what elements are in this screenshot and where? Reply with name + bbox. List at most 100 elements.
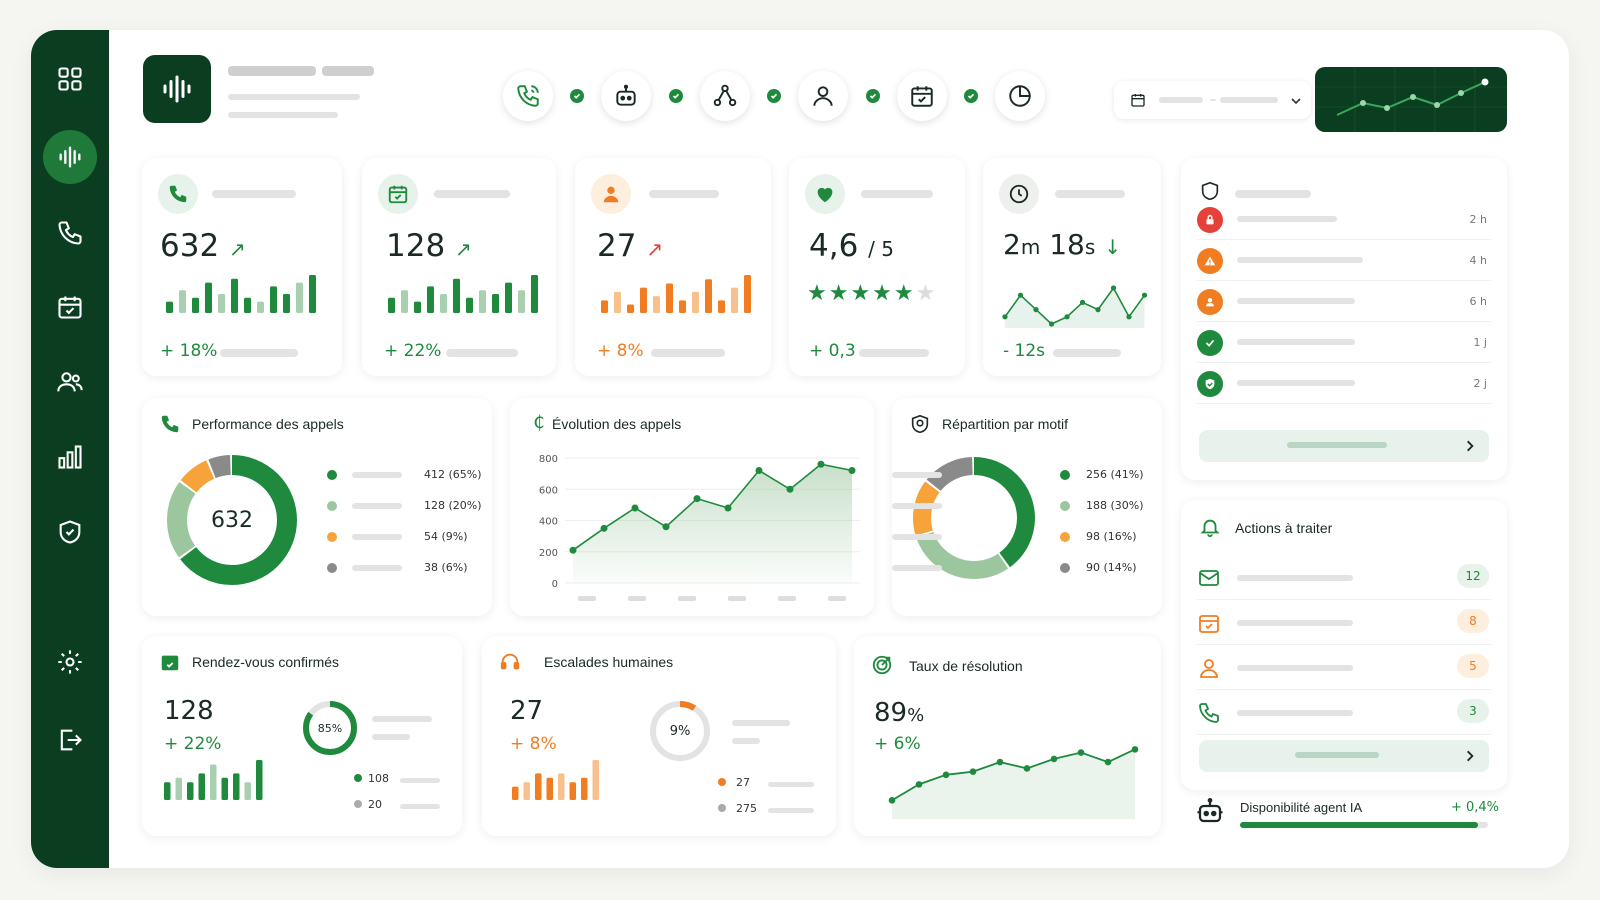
legend-placeholder	[892, 534, 942, 540]
kpi-bar-sparkline	[166, 275, 316, 313]
step-booking[interactable]	[897, 71, 947, 121]
alert-row[interactable]: 4 h	[1197, 241, 1491, 281]
subtitle-placeholder	[228, 112, 338, 118]
title-placeholder	[228, 66, 316, 76]
kpi-bar	[257, 301, 264, 313]
appointments-bars	[164, 760, 263, 800]
kpi-line-point	[1110, 285, 1117, 291]
legend-value: 256 (41%)	[1086, 468, 1144, 481]
step-bot[interactable]	[601, 71, 651, 121]
legend-row: 108	[354, 772, 389, 785]
x-tick-placeholder	[828, 596, 846, 601]
escalations-ring	[650, 701, 710, 761]
action-text-placeholder	[1237, 620, 1353, 626]
action-row[interactable]: 3	[1197, 691, 1491, 735]
legend-value: 188 (30%)	[1086, 499, 1144, 512]
action-row[interactable]: 12	[1197, 556, 1491, 600]
legend-placeholder	[352, 503, 402, 509]
kpi-bar	[505, 282, 512, 313]
series-line	[891, 748, 1136, 802]
mini-bar	[581, 777, 588, 800]
y-tick-label: 400	[539, 517, 558, 528]
mini-bar	[558, 773, 565, 800]
user-icon	[1197, 289, 1223, 315]
data-point	[1077, 749, 1085, 756]
kpi-bar	[731, 287, 738, 313]
data-point	[1131, 746, 1139, 753]
kpi-value: 27 ↗	[597, 228, 664, 264]
kpi-bar	[309, 275, 316, 313]
sidebar-item-voice[interactable]	[43, 130, 97, 184]
card-title: Actions à traiter	[1235, 520, 1333, 536]
legend-value: 54 (9%)	[424, 530, 468, 543]
legend-value: 90 (14%)	[1086, 561, 1137, 574]
kpi-bar	[283, 294, 290, 313]
phone-icon	[58, 221, 82, 245]
call-performance-card: Performance des appels 632 412 (65%) 128 …	[142, 398, 492, 616]
kpi-line-area	[1005, 288, 1145, 328]
kpi-bar-sparkline	[388, 275, 538, 313]
reason-breakdown-card: Répartition par motif 256 (41%) 188 (30%)…	[892, 398, 1162, 616]
action-text-placeholder	[1237, 575, 1353, 581]
alert-text-placeholder	[1237, 216, 1337, 222]
kpi-card-duration[interactable]: 2m 18s ↓ - 12s	[983, 158, 1161, 376]
sidebar-item-security[interactable]	[43, 505, 97, 559]
date-range-select[interactable]	[1114, 81, 1311, 119]
sidebar-item-calls[interactable]	[43, 206, 97, 260]
appointments-ring	[303, 701, 357, 755]
action-row[interactable]: 8	[1197, 601, 1491, 645]
kpi-card-calls[interactable]: 632 ↗ + 18%	[142, 158, 342, 376]
view-all-alerts-button[interactable]	[1199, 430, 1489, 462]
alert-row[interactable]: 1 j	[1197, 323, 1491, 363]
action-row[interactable]: 5	[1197, 646, 1491, 690]
sidebar-item-stats[interactable]	[43, 430, 97, 484]
sidebar-item-dashboard[interactable]	[43, 52, 97, 106]
view-all-actions-button[interactable]	[1199, 740, 1489, 772]
kpi-bar	[440, 294, 447, 313]
kpi-line-sparkline	[1002, 285, 1148, 328]
action-count-badge: 12	[1457, 564, 1489, 588]
user-icon	[1200, 659, 1218, 678]
settings-icon	[58, 650, 82, 674]
escalations-value: 27	[510, 696, 544, 726]
calendar-icon	[1199, 615, 1219, 633]
clock-icon	[1009, 85, 1031, 107]
kpi-bar	[218, 294, 225, 313]
alert-time: 2 j	[1473, 377, 1487, 390]
legend-row: 275	[718, 802, 757, 815]
donut-slice	[913, 457, 1035, 579]
kpi-card-satisfaction[interactable]: 4,6 / 5 ★★★★★★ + 0,3	[789, 158, 965, 376]
data-point	[848, 467, 856, 474]
kpi-line-point	[1064, 314, 1070, 320]
sidebar-item-calendar[interactable]	[43, 280, 97, 334]
sidebar-item-logout[interactable]	[43, 713, 97, 767]
y-tick-label: 200	[539, 548, 558, 559]
appointments-ring-label: 85%	[317, 721, 343, 735]
alert-row[interactable]: 6 h	[1197, 282, 1491, 322]
alert-row[interactable]: 2 j	[1197, 364, 1491, 404]
mini-bar	[164, 782, 171, 800]
kpi-bar	[601, 300, 608, 313]
card-title: Escalades humaines	[544, 654, 674, 670]
kpi-card-appointments[interactable]: 128 ↗ + 22%	[362, 158, 556, 376]
step-agent[interactable]	[798, 71, 848, 121]
phone-icon	[517, 85, 539, 107]
sidebar-item-contacts[interactable]	[43, 355, 97, 409]
area-fill	[573, 464, 852, 583]
resolution-line-chart	[888, 746, 1139, 819]
mini-bar	[233, 773, 240, 800]
shield-icon	[1201, 181, 1219, 201]
step-call[interactable]	[503, 71, 553, 121]
data-point	[600, 524, 608, 532]
step-routing[interactable]	[700, 71, 750, 121]
waveform-icon	[163, 75, 191, 103]
kpi-card-escalations[interactable]: 27 ↗ + 8%	[575, 158, 771, 376]
step-history[interactable]	[995, 71, 1045, 121]
alert-row[interactable]: 2 h	[1197, 200, 1491, 240]
mini-bar	[221, 777, 228, 800]
kpi-bar	[718, 300, 725, 313]
data-point	[786, 485, 794, 493]
data-point	[724, 504, 732, 512]
data-point	[888, 796, 896, 804]
sidebar-item-settings[interactable]	[43, 635, 97, 689]
